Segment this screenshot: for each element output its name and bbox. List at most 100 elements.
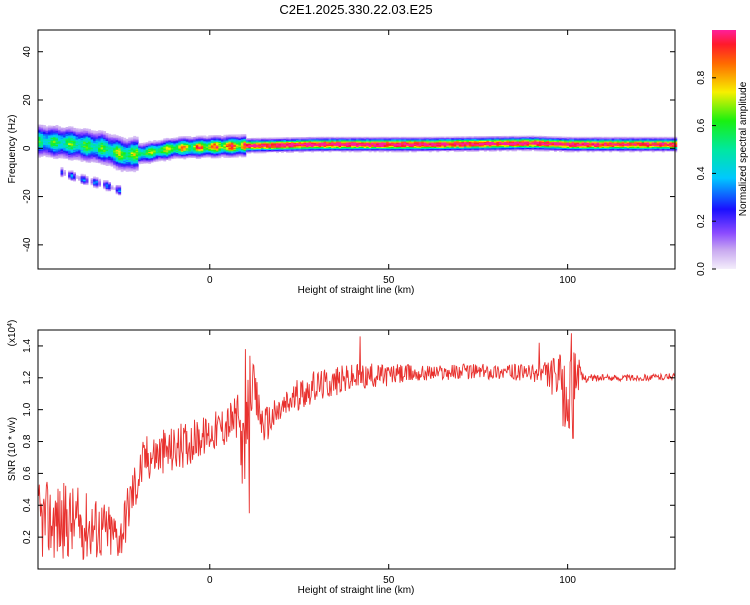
spectrogram-cell bbox=[491, 138, 495, 140]
spectrogram-cell bbox=[263, 142, 267, 144]
spectrogram-cell bbox=[95, 148, 99, 150]
spectrogram-cell bbox=[148, 160, 152, 162]
spectrogram-cell bbox=[636, 144, 640, 146]
spectrogram-cell bbox=[669, 146, 673, 149]
spectrogram-cell bbox=[133, 169, 137, 172]
spectrogram-cell bbox=[90, 153, 94, 155]
spectrogram-cell bbox=[621, 141, 625, 143]
spectrogram-cell bbox=[113, 134, 117, 136]
spectrogram-cell bbox=[105, 163, 109, 165]
spectrogram-cell bbox=[110, 152, 114, 154]
spectrogram-cell bbox=[278, 147, 282, 149]
spectrogram-cell bbox=[40, 129, 44, 131]
spectrogram-cell bbox=[631, 147, 635, 150]
spectrogram-cell bbox=[208, 147, 212, 149]
spectrogram-cell bbox=[178, 152, 182, 155]
spectrogram-cell bbox=[75, 141, 79, 143]
spectrogram-cell bbox=[541, 147, 545, 150]
spectrogram-cell bbox=[250, 139, 254, 141]
spectrogram-cell bbox=[40, 150, 44, 153]
spectrogram-cell bbox=[388, 148, 392, 151]
spectrogram-cell bbox=[110, 188, 114, 191]
spectrogram-cell bbox=[441, 148, 445, 151]
spectrogram-cell bbox=[165, 152, 169, 154]
spectrogram-cell bbox=[421, 148, 425, 151]
spectrogram-cell bbox=[210, 145, 214, 147]
spectrogram-cell bbox=[53, 144, 56, 146]
spectrogram-cell bbox=[456, 141, 460, 144]
spectrogram-cell bbox=[386, 145, 390, 147]
spectrogram-cell bbox=[476, 148, 480, 150]
spectrogram-cell bbox=[200, 146, 204, 148]
spectrogram-cell bbox=[423, 139, 427, 141]
spectrogram-cell bbox=[604, 145, 608, 147]
spectrogram-cell bbox=[396, 142, 400, 144]
spectrogram-cell bbox=[243, 150, 247, 152]
spectrogram-cell bbox=[155, 140, 159, 143]
spectrogram-cell bbox=[466, 148, 470, 150]
spectrogram-cell bbox=[108, 189, 112, 192]
spectrogram-cell bbox=[53, 155, 56, 157]
spectrogram-cell bbox=[596, 143, 600, 145]
spectrogram-cell bbox=[85, 182, 89, 184]
spectrogram-cell bbox=[113, 163, 117, 166]
spectrogram-cell bbox=[363, 136, 367, 139]
spectrogram-cell bbox=[255, 149, 259, 152]
spectrogram-cell bbox=[130, 137, 134, 139]
spectrogram-cell bbox=[133, 167, 137, 169]
spectrogram-cell bbox=[243, 140, 247, 143]
spectrogram-cell bbox=[160, 147, 164, 149]
spectrogram-cell bbox=[170, 154, 174, 156]
spectrogram-cell bbox=[195, 146, 199, 149]
spectrogram-cell bbox=[308, 148, 312, 151]
spectrogram-cell bbox=[368, 136, 372, 139]
spectrogram-cell bbox=[120, 136, 124, 139]
spectrogram-cell bbox=[559, 146, 563, 148]
spectrogram-cell bbox=[175, 152, 179, 155]
spectrogram-cell bbox=[58, 143, 61, 146]
spectrogram-cell bbox=[40, 132, 44, 134]
spectrogram-cell bbox=[155, 159, 159, 161]
spectrogram-cell bbox=[594, 144, 598, 146]
spectrogram-cell bbox=[471, 148, 475, 150]
spectrogram-cell bbox=[333, 147, 337, 150]
spectrogram-cell bbox=[70, 174, 74, 177]
spectrogram-cell bbox=[559, 148, 563, 150]
spectrogram-cell bbox=[220, 142, 224, 144]
spectrogram-cell bbox=[659, 149, 663, 152]
spectrogram-cell bbox=[113, 147, 117, 149]
spectrogram-cell bbox=[100, 162, 104, 164]
spectrogram-cell bbox=[108, 150, 112, 152]
spectrogram-cell bbox=[155, 152, 159, 155]
spectrogram-cell bbox=[316, 137, 320, 140]
spectrogram-cell bbox=[516, 143, 520, 145]
spectrogram-cell bbox=[321, 150, 325, 153]
snr-x-ticks: 0 50 100 bbox=[207, 330, 576, 586]
spectrogram-cell bbox=[351, 137, 355, 140]
spectrogram-cell bbox=[203, 149, 207, 152]
spectrogram-cell bbox=[461, 139, 465, 142]
spectrogram-cell bbox=[198, 147, 202, 150]
spectrogram-cell bbox=[336, 147, 340, 150]
spectrogram-cell bbox=[210, 156, 214, 159]
spectrogram-cell bbox=[188, 141, 192, 143]
spectrogram-cell bbox=[88, 135, 92, 137]
spectrogram-cell bbox=[115, 187, 119, 189]
spectrogram-cell bbox=[108, 133, 112, 136]
spectrogram-cell bbox=[123, 154, 127, 156]
spectrogram-cell bbox=[356, 144, 360, 146]
spectrogram-cell bbox=[273, 140, 277, 143]
spectrogram-cell bbox=[386, 148, 390, 151]
spectrogram-cell bbox=[296, 144, 299, 147]
spectrogram-cell bbox=[519, 135, 522, 138]
spectrogram-cell bbox=[406, 137, 410, 140]
spectrogram-cell bbox=[396, 140, 400, 142]
spectrogram-cell bbox=[220, 137, 224, 139]
spectrogram-cell bbox=[225, 145, 229, 148]
spectrogram-cell bbox=[466, 145, 470, 147]
spectrogram-cell bbox=[245, 151, 249, 153]
spectrogram-cell bbox=[68, 177, 72, 179]
spectrogram-cell bbox=[93, 181, 97, 183]
spectrogram-cell bbox=[551, 142, 555, 145]
spectrogram-cell bbox=[98, 160, 102, 163]
